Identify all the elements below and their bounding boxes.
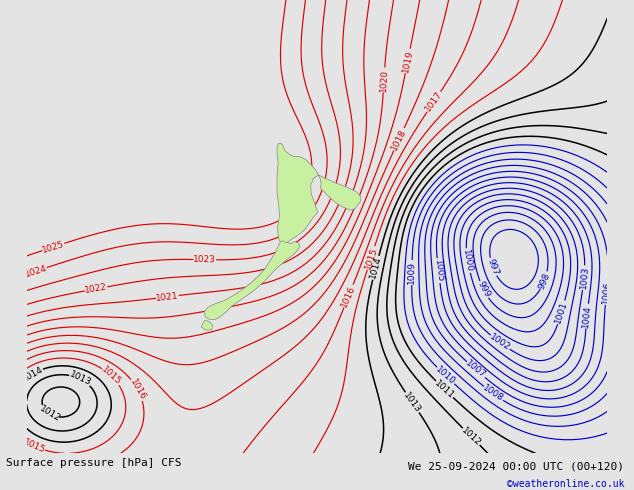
Text: 1000: 1000 <box>462 248 474 273</box>
Text: 1016: 1016 <box>340 284 357 308</box>
Text: 1011: 1011 <box>433 378 456 400</box>
Text: 1015: 1015 <box>100 365 123 387</box>
Text: 1014: 1014 <box>20 365 45 384</box>
Text: 1010: 1010 <box>434 365 457 387</box>
Text: 1015: 1015 <box>22 437 47 455</box>
Text: 998: 998 <box>537 271 552 291</box>
Text: 1003: 1003 <box>578 266 590 290</box>
Text: 1012: 1012 <box>460 426 482 448</box>
Polygon shape <box>277 143 361 245</box>
Text: 1015: 1015 <box>363 245 379 270</box>
Text: 997: 997 <box>486 257 500 277</box>
Text: 1007: 1007 <box>464 359 488 380</box>
Polygon shape <box>202 320 213 330</box>
Text: 1019: 1019 <box>401 49 415 73</box>
Text: 999: 999 <box>476 280 492 299</box>
Text: 1017: 1017 <box>424 90 444 114</box>
Text: 1018: 1018 <box>390 127 408 151</box>
Text: 1025: 1025 <box>41 239 66 255</box>
Text: 1012: 1012 <box>38 404 62 424</box>
Text: 1014: 1014 <box>368 255 383 280</box>
Text: 1022: 1022 <box>84 283 108 295</box>
Polygon shape <box>204 241 300 319</box>
Text: ©weatheronline.co.uk: ©weatheronline.co.uk <box>507 479 624 489</box>
Text: 1001: 1001 <box>553 300 569 325</box>
Text: 1013: 1013 <box>402 391 423 415</box>
Text: 1002: 1002 <box>488 332 512 353</box>
Text: 1009: 1009 <box>407 261 417 284</box>
Text: 1013: 1013 <box>68 370 93 388</box>
Text: 1008: 1008 <box>481 384 505 404</box>
Text: We 25-09-2024 00:00 UTC (00+120): We 25-09-2024 00:00 UTC (00+120) <box>408 462 624 471</box>
Text: 1024: 1024 <box>23 264 48 278</box>
Text: 1004: 1004 <box>581 304 593 328</box>
Text: 1005: 1005 <box>432 259 444 283</box>
Text: Surface pressure [hPa] CFS: Surface pressure [hPa] CFS <box>6 458 182 468</box>
Text: 1016: 1016 <box>128 377 147 402</box>
Text: 1006: 1006 <box>601 281 612 304</box>
Text: 1021: 1021 <box>155 291 179 303</box>
Text: 1020: 1020 <box>378 68 389 92</box>
Text: 1023: 1023 <box>193 255 216 264</box>
